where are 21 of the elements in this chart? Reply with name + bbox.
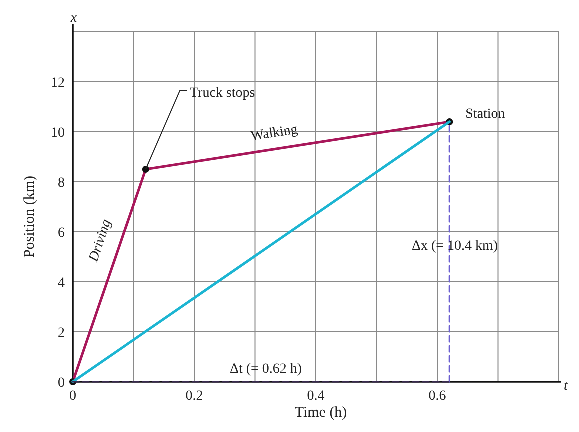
annotation: Truck stops <box>190 86 256 101</box>
y-tick-label: 12 <box>51 76 65 91</box>
y-tick-label: 2 <box>58 326 65 341</box>
x-tick-label: 0.2 <box>186 389 204 404</box>
annotation: Δx (= 10.4 km) <box>412 239 498 254</box>
y-tick-label: 4 <box>58 276 65 291</box>
x-axis-title: Time (h) <box>294 405 348 421</box>
annotation: Station <box>466 107 506 122</box>
x-tick-label: 0 <box>70 389 76 404</box>
y-axis-title: Position (km) <box>22 176 38 258</box>
annotation: Driving <box>86 218 115 265</box>
y-tick-label: 0 <box>58 376 65 391</box>
text: x <box>70 11 78 26</box>
x-tick-label: 0.6 <box>428 389 446 404</box>
y-tick-label: 10 <box>51 126 65 141</box>
y-tick-label: 8 <box>58 176 65 191</box>
annotation: Δt (= 0.62 h) <box>230 362 302 377</box>
y-tick-label: 6 <box>58 226 65 241</box>
x-tick-label: 0.4 <box>307 389 325 404</box>
text: t <box>564 379 570 394</box>
annotation: Walking <box>250 122 299 145</box>
